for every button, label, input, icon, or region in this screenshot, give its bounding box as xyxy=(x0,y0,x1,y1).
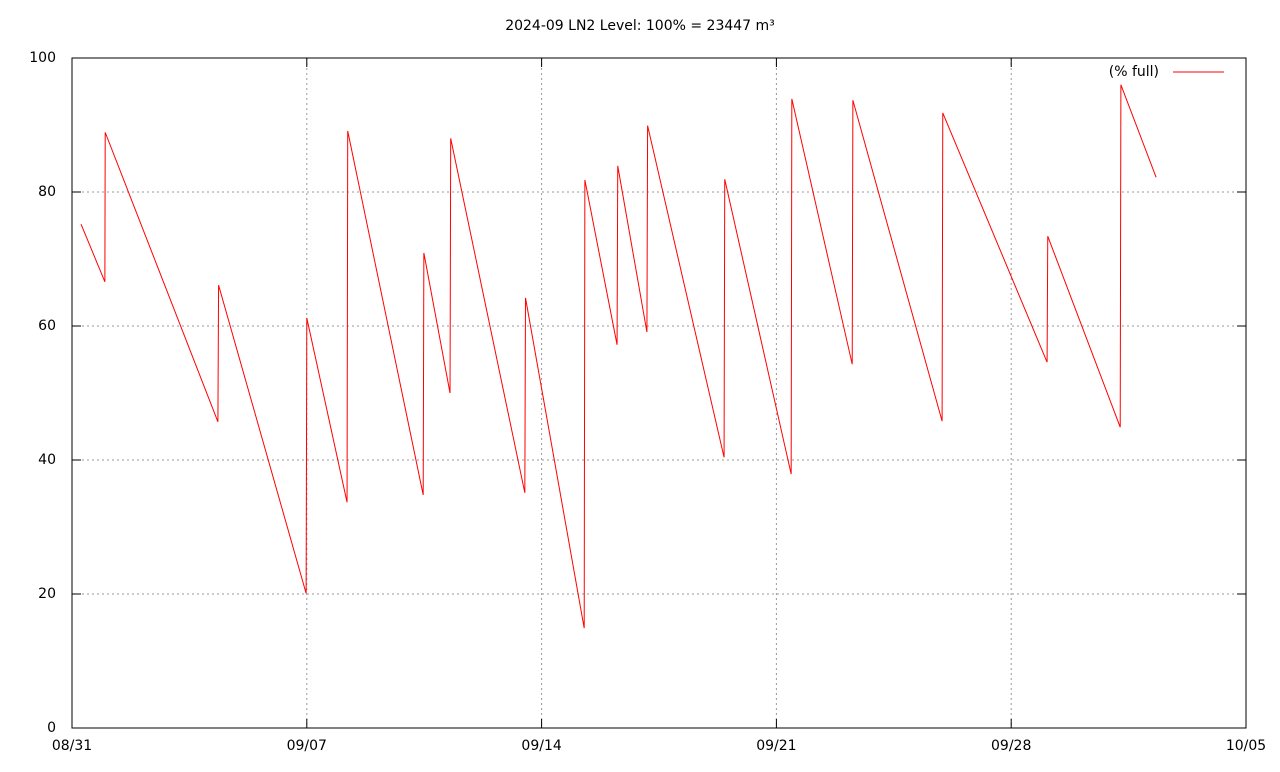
legend-label: (% full) xyxy=(1109,64,1159,80)
x-tick-label: 09/21 xyxy=(756,738,796,754)
x-tick-label: 09/07 xyxy=(287,738,327,754)
y-tick-label: 80 xyxy=(38,184,56,200)
x-tick-label: 09/28 xyxy=(991,738,1031,754)
y-tick-label: 0 xyxy=(47,720,56,736)
x-tick-label: 09/14 xyxy=(521,738,561,754)
chart-title: 2024-09 LN2 Level: 100% = 23447 m³ xyxy=(505,18,775,34)
y-tick-label: 60 xyxy=(38,318,56,334)
y-tick-label: 20 xyxy=(38,586,56,602)
x-tick-label: 10/05 xyxy=(1226,738,1266,754)
y-tick-label: 100 xyxy=(29,50,56,66)
y-tick-label: 40 xyxy=(38,452,56,468)
x-tick-label: 08/31 xyxy=(52,738,92,754)
data-line xyxy=(80,84,1157,629)
plot-frame xyxy=(71,57,1247,729)
